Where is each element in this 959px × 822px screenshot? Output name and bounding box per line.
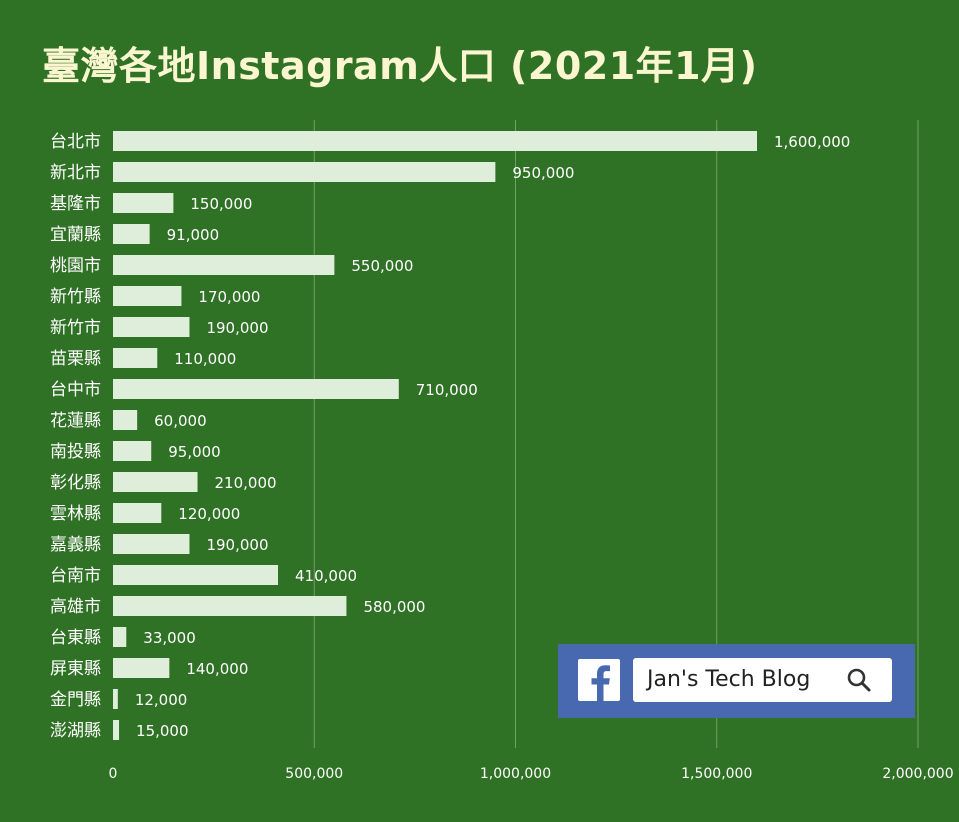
category-label: 彰化縣	[50, 473, 101, 493]
bar	[113, 441, 152, 461]
gridlines	[313, 120, 919, 748]
category-label: 花蓮縣	[50, 411, 101, 431]
bar	[113, 627, 127, 647]
x-tick-label: 1,000,000	[480, 766, 551, 782]
x-tick-label: 1,500,000	[681, 766, 752, 782]
bar	[113, 286, 182, 306]
category-label: 新北市	[50, 163, 101, 183]
category-label: 苗栗縣	[50, 349, 101, 369]
value-label: 170,000	[198, 288, 260, 306]
value-label: 15,000	[136, 722, 189, 740]
category-label: 雲林縣	[50, 504, 101, 524]
category-label: 南投縣	[50, 442, 101, 462]
category-label: 台東縣	[50, 628, 101, 648]
bar	[113, 689, 118, 709]
bar	[113, 193, 174, 213]
value-label: 140,000	[186, 660, 248, 678]
category-label: 嘉義縣	[50, 535, 101, 555]
labels: 0 500,000 1,000,000 1,500,000 2,000,000 台北市 1,…	[50, 132, 954, 782]
category-label: 新竹市	[50, 318, 101, 338]
value-label: 150,000	[190, 195, 252, 213]
category-label: 台南市	[50, 566, 101, 586]
category-label: 台中市	[50, 380, 101, 400]
bar	[113, 317, 190, 337]
x-tick-label: 0	[109, 766, 118, 782]
bar	[113, 410, 138, 430]
bar	[113, 379, 399, 399]
value-label: 95,000	[168, 443, 221, 461]
bar	[113, 596, 347, 616]
value-label: 410,000	[295, 567, 357, 585]
category-label: 台北市	[50, 132, 101, 152]
chart-title: 臺灣各地Instagram人口 (2021年1月)	[42, 44, 758, 88]
category-label: 新竹縣	[50, 287, 101, 307]
value-label: 110,000	[174, 350, 236, 368]
value-label: 950,000	[512, 164, 574, 182]
category-label: 高雄市	[50, 597, 101, 617]
value-label: 33,000	[143, 629, 196, 647]
value-label: 120,000	[178, 505, 240, 523]
bar	[113, 224, 150, 244]
bar	[113, 565, 279, 585]
value-label: 210,000	[215, 474, 277, 492]
facebook-icon	[578, 659, 620, 701]
bar	[113, 503, 162, 523]
bar	[113, 472, 198, 492]
bars	[113, 131, 757, 740]
category-label: 宜蘭縣	[50, 225, 101, 245]
search-icon	[847, 668, 871, 692]
bar	[113, 534, 190, 554]
blog-name: Jan's Tech Blog	[647, 667, 811, 692]
value-label: 91,000	[167, 226, 220, 244]
category-label: 澎湖縣	[50, 721, 101, 741]
bar	[113, 162, 496, 182]
x-tick-label: 2,000,000	[882, 766, 953, 782]
category-label: 基隆市	[50, 194, 101, 214]
value-label: 1,600,000	[774, 133, 850, 151]
value-label: 580,000	[363, 598, 425, 616]
value-label: 190,000	[206, 319, 268, 337]
bar	[113, 131, 757, 151]
facebook-watermark: Jan's Tech Blog	[558, 644, 915, 718]
value-label: 710,000	[416, 381, 478, 399]
value-label: 190,000	[206, 536, 268, 554]
bar	[113, 255, 335, 275]
category-label: 屏東縣	[50, 659, 101, 679]
x-tick-label: 500,000	[285, 766, 343, 782]
value-label: 12,000	[135, 691, 188, 709]
bar	[113, 720, 120, 740]
category-label: 金門縣	[50, 690, 101, 710]
category-label: 桃園市	[50, 256, 101, 276]
value-label: 550,000	[351, 257, 413, 275]
value-label: 60,000	[154, 412, 207, 430]
bar	[113, 348, 158, 368]
bar	[113, 658, 170, 678]
blog-search-box: Jan's Tech Blog	[633, 658, 892, 702]
